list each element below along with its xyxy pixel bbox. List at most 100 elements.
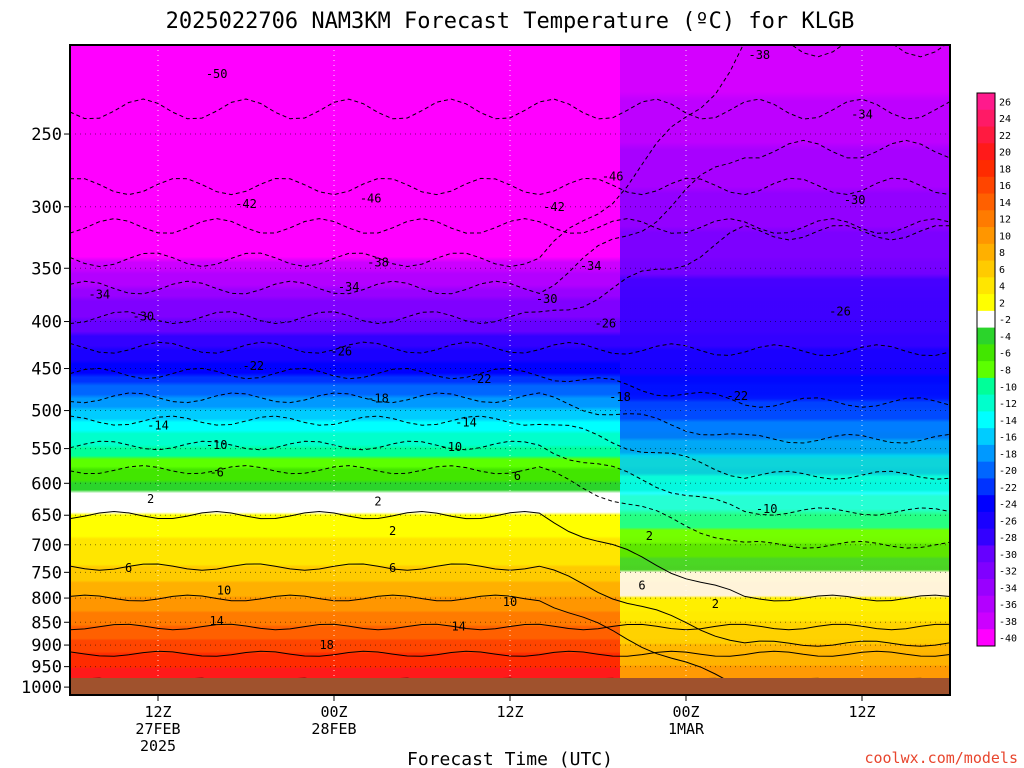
x-tick-label: 12Z — [848, 703, 875, 721]
contour-label: -42 — [235, 197, 257, 211]
colorbar-label: 12 — [999, 215, 1011, 226]
contour-label: 2 — [147, 492, 154, 506]
contour-label: 2 — [389, 524, 396, 538]
ground-surface — [70, 678, 950, 695]
contour-label: 2 — [712, 597, 719, 611]
colorbar-label: 6 — [999, 265, 1005, 276]
colorbar-swatch — [977, 461, 995, 479]
colorbar-label: 26 — [999, 97, 1011, 108]
y-tick-label: 750 — [31, 563, 62, 583]
contour-label: -14 — [455, 415, 477, 429]
colorbar-swatch — [977, 176, 995, 195]
contour-label: 14 — [451, 619, 465, 633]
colorbar-swatch — [977, 160, 995, 178]
x-tick-label: 12Z — [496, 703, 523, 721]
colorbar-swatch — [977, 394, 995, 412]
colorbar-label: -12 — [999, 399, 1017, 410]
contour-label: -18 — [367, 391, 389, 405]
colorbar-swatch — [977, 327, 995, 345]
contour-label: 6 — [638, 578, 645, 592]
plot-area: -50 -38 -34 -46 -42 -46 -42 -30 -38 -34 -34 -34 -30 -… — [70, 45, 950, 695]
contour-label: -10 — [440, 440, 462, 454]
colorbar-swatch — [977, 511, 995, 530]
colorbar-swatch — [977, 310, 995, 329]
contour-label: -46 — [602, 169, 624, 183]
colorbar-label: 24 — [999, 114, 1011, 125]
y-tick-label: 850 — [31, 613, 62, 633]
y-tick-label: 950 — [31, 658, 62, 678]
colorbar-label: -38 — [999, 617, 1017, 628]
contour-label: -42 — [543, 200, 565, 214]
contour-label: -30 — [536, 292, 558, 306]
colorbar-label: -10 — [999, 382, 1017, 393]
chart-title: 2025022706 NAM3KM Forecast Temperature (… — [166, 9, 855, 34]
colorbar-label: -30 — [999, 550, 1017, 561]
colorbar-swatch — [977, 294, 995, 312]
colorbar-swatch — [977, 93, 995, 111]
colorbar-swatch — [977, 260, 995, 278]
contour-label: 10 — [217, 584, 231, 598]
colorbar-label: 20 — [999, 148, 1011, 159]
contour-label: -34 — [88, 288, 110, 302]
colorbar-label: 10 — [999, 231, 1011, 242]
colorbar-label: -20 — [999, 466, 1017, 477]
contour-label: -26 — [829, 304, 851, 318]
colorbar-swatch — [977, 595, 995, 613]
contour-label: 14 — [209, 614, 223, 628]
colorbar-label: -32 — [999, 567, 1017, 578]
colorbar-label: -18 — [999, 449, 1017, 460]
colorbar-label: 2 — [999, 298, 1005, 309]
contour-label: -38 — [367, 256, 389, 270]
colorbar-swatch — [977, 495, 995, 513]
contour-label: 2 — [646, 529, 653, 543]
colorbar-swatch — [977, 243, 995, 262]
colorbar-label: -6 — [999, 349, 1011, 360]
contour-label: -14 — [147, 418, 169, 432]
contour-label: -10 — [756, 502, 778, 516]
colorbar: 26 24 22 20 18 16 14 12 10 8 6 4 2 -2 -4 -6 -8 -10 -12 -14 -… — [976, 92, 1017, 647]
colorbar-label: -16 — [999, 433, 1017, 444]
colorbar-label: -34 — [999, 583, 1017, 594]
y-tick-label: 300 — [31, 198, 62, 218]
y-tick-label: 350 — [31, 259, 62, 279]
colorbar-swatch — [977, 629, 995, 647]
contour-label: 10 — [503, 595, 517, 609]
contour-line — [70, 440, 950, 516]
y-tick-label: 400 — [31, 313, 62, 333]
y-tick-label: 900 — [31, 636, 62, 656]
colorbar-swatch — [977, 109, 995, 128]
contour-label: -22 — [726, 389, 748, 403]
contour-line — [70, 45, 946, 268]
colorbar-label: 18 — [999, 164, 1011, 175]
y-tick-label: 600 — [31, 474, 62, 494]
contour-line — [70, 98, 950, 120]
contour-label: -26 — [594, 317, 616, 331]
y-tick-label: 250 — [31, 125, 62, 145]
colorbar-label: 14 — [999, 198, 1011, 209]
colorbar-label: 16 — [999, 181, 1011, 192]
x-tick-label: 1MAR — [668, 720, 705, 738]
y-tick-label: 450 — [31, 360, 62, 380]
colorbar-label: -36 — [999, 600, 1017, 611]
contour-label: 2 — [374, 494, 381, 508]
contour-label: 18 — [319, 638, 333, 652]
x-tick-label: 28FEB — [311, 720, 356, 738]
colorbar-label: -2 — [999, 315, 1011, 326]
contour-label: -10 — [206, 438, 228, 452]
y-axis: 250 300 350 400 450 500 550 600 650 700 750 800 850 9… — [21, 125, 70, 698]
colorbar-swatch — [977, 210, 995, 228]
colorbar-swatch — [977, 444, 995, 463]
x-tick-label: 27FEB — [135, 720, 180, 738]
colorbar-label: -28 — [999, 533, 1017, 544]
colorbar-label: -14 — [999, 416, 1017, 427]
colorbar-swatch — [977, 126, 995, 144]
colorbar-label: -26 — [999, 516, 1017, 527]
colorbar-swatch — [977, 428, 995, 446]
contour-label: -30 — [132, 310, 154, 324]
colorbar-label: -22 — [999, 483, 1017, 494]
contour-label: -34 — [338, 280, 360, 294]
colorbar-swatch — [977, 361, 995, 379]
contour-label: -50 — [206, 67, 228, 81]
